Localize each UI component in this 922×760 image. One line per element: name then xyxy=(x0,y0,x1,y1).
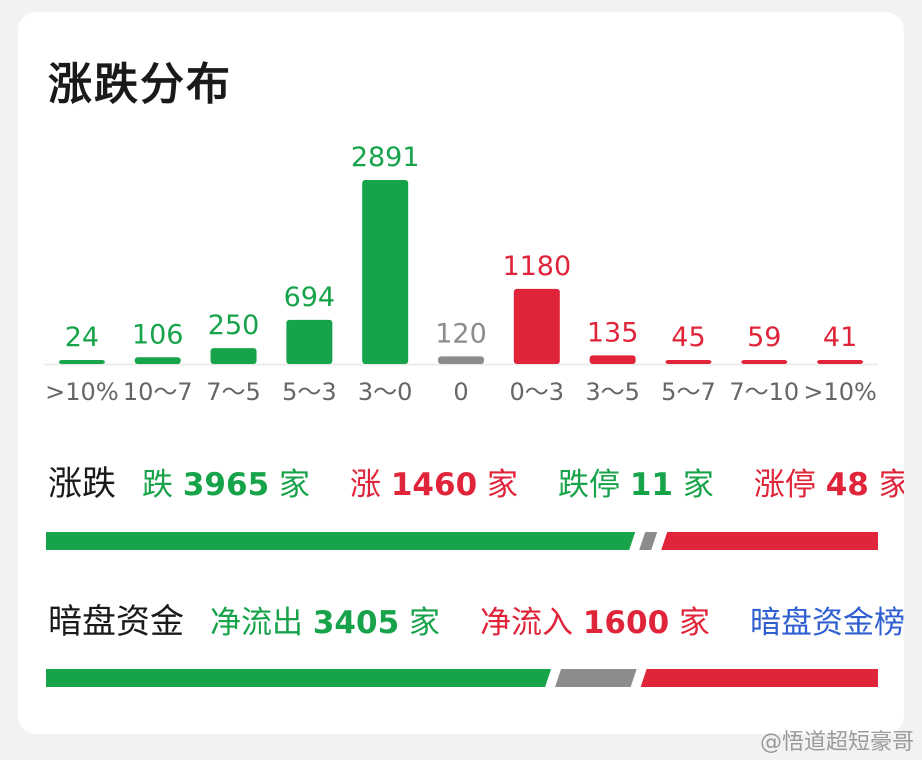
tick-label-10: >10% xyxy=(803,378,876,406)
bar-1[interactable] xyxy=(134,357,181,364)
bar-2[interactable] xyxy=(210,348,257,364)
flat-segment xyxy=(555,669,637,687)
dark-pool-row: 暗盘资金 净流出 3405 家 净流入 1600 家 暗盘资金榜 xyxy=(48,594,904,643)
limit-up-count[interactable]: 涨停 48 家 xyxy=(753,467,904,503)
tick-label-3: 5～3 xyxy=(282,378,337,406)
rise-count[interactable]: 涨 1460 家 xyxy=(350,467,518,503)
dark-pool-ratio-bar xyxy=(46,669,878,687)
tick-label-2: 7～5 xyxy=(206,378,261,406)
value-label-3: 694 xyxy=(284,282,336,313)
flat-segment xyxy=(639,532,657,550)
bar-5[interactable] xyxy=(438,356,484,364)
bar-7[interactable] xyxy=(589,355,636,364)
dark-pool-rank-link[interactable]: 暗盘资金榜 xyxy=(750,605,904,641)
value-label-7: 135 xyxy=(587,317,639,348)
value-label-2: 250 xyxy=(208,310,260,341)
rise-segment xyxy=(640,669,878,687)
tick-label-5: 0 xyxy=(453,378,468,406)
value-label-10: 41 xyxy=(823,322,857,353)
value-label-5: 120 xyxy=(435,318,487,349)
fall-segment xyxy=(46,532,635,550)
fall-segment xyxy=(46,669,551,687)
bar-10[interactable] xyxy=(817,360,864,364)
value-label-0: 24 xyxy=(65,322,99,353)
distribution-card: 涨跌分布 24 >10% 106 10～7 250 7～5 694 5～3 2891 3～0 120… xyxy=(18,12,904,734)
fall-count[interactable]: 跌 3965 家 xyxy=(142,467,310,503)
value-label-1: 106 xyxy=(132,319,184,350)
distribution-chart: 24 >10% 106 10～7 250 7～5 694 5～3 2891 3～0 120 0 1180… xyxy=(44,142,878,406)
tick-label-7: 3～5 xyxy=(585,378,640,406)
tick-label-0: >10% xyxy=(45,378,118,406)
value-label-8: 45 xyxy=(671,322,705,353)
rise-segment xyxy=(661,532,878,550)
dark-pool-label: 暗盘资金 xyxy=(48,602,184,642)
value-label-9: 59 xyxy=(747,322,781,353)
bar-8[interactable] xyxy=(665,360,712,364)
tick-label-9: 7～10 xyxy=(729,378,799,406)
net-inflow-count[interactable]: 净流入 1600 家 xyxy=(480,605,710,641)
page-title: 涨跌分布 xyxy=(48,59,232,110)
rise-fall-row: 涨跌 跌 3965 家 涨 1460 家 跌停 11 家 涨停 48 家 xyxy=(48,456,904,505)
value-label-4: 2891 xyxy=(351,142,420,173)
rise-fall-ratio-bar xyxy=(46,532,878,550)
bar-9[interactable] xyxy=(741,360,788,364)
value-label-6: 1180 xyxy=(502,251,571,282)
net-outflow-count[interactable]: 净流出 3405 家 xyxy=(210,605,440,641)
bar-3[interactable] xyxy=(286,319,333,364)
bar-6[interactable] xyxy=(513,288,560,364)
tick-label-8: 5～7 xyxy=(661,378,716,406)
bar-0[interactable] xyxy=(58,360,105,364)
bar-4[interactable] xyxy=(362,180,409,364)
rise-fall-label: 涨跌 xyxy=(48,464,116,504)
tick-label-1: 10～7 xyxy=(123,378,193,406)
tick-label-6: 0～3 xyxy=(510,378,565,406)
limit-down-count[interactable]: 跌停 11 家 xyxy=(558,467,714,503)
watermark: @悟道超短豪哥 xyxy=(759,730,914,755)
tick-label-4: 3～0 xyxy=(358,378,413,406)
